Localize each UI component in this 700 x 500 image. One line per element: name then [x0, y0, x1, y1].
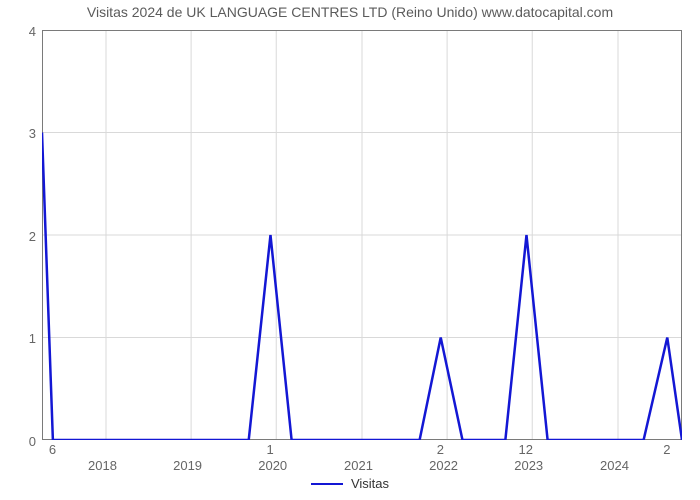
x-tick-label: 2022 [429, 458, 458, 473]
x-value-label: 1 [266, 442, 273, 457]
x-tick-label: 2018 [88, 458, 117, 473]
y-tick-label: 4 [29, 24, 36, 39]
y-tick-label: 3 [29, 126, 36, 141]
x-tick-label: 2020 [258, 458, 287, 473]
x-value-label: 2 [437, 442, 444, 457]
legend-label: Visitas [351, 476, 389, 491]
y-tick-label: 1 [29, 331, 36, 346]
x-tick-label: 2019 [173, 458, 202, 473]
visits-chart: Visitas 2024 de UK LANGUAGE CENTRES LTD … [0, 0, 700, 500]
y-tick-label: 2 [29, 229, 36, 244]
x-value-label: 12 [518, 442, 532, 457]
chart-title: Visitas 2024 de UK LANGUAGE CENTRES LTD … [0, 4, 700, 20]
legend-swatch [311, 483, 343, 485]
x-value-label: 6 [49, 442, 56, 457]
x-tick-label: 2023 [514, 458, 543, 473]
y-tick-label: 0 [29, 434, 36, 449]
x-tick-label: 2021 [344, 458, 373, 473]
plot-area [42, 30, 682, 440]
x-value-label: 2 [663, 442, 670, 457]
legend: Visitas [0, 476, 700, 491]
x-tick-label: 2024 [600, 458, 629, 473]
